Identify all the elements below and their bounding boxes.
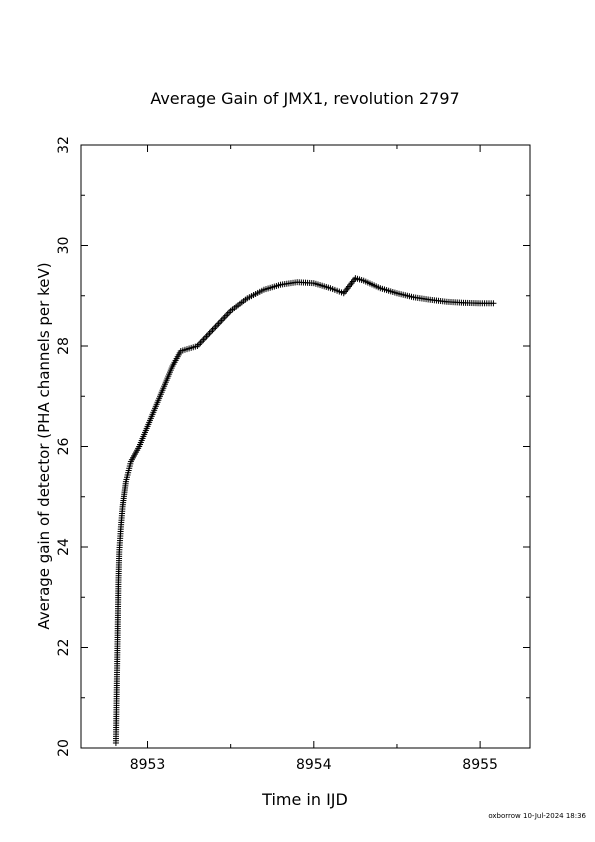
y-tick-label: 32 <box>56 136 72 154</box>
x-axis-label: Time in IJD <box>261 790 348 809</box>
data-point <box>220 315 227 322</box>
y-tick-label: 28 <box>56 337 72 355</box>
x-tick-label: 8954 <box>296 757 332 773</box>
data-point <box>212 323 219 330</box>
x-tick-label: 8955 <box>462 757 498 773</box>
chart-title: Average Gain of JMX1, revolution 2797 <box>150 89 459 108</box>
x-tick-label: 8953 <box>130 757 166 773</box>
data-point <box>201 335 208 342</box>
y-tick-label-group: 22 <box>56 639 72 657</box>
data-point <box>218 317 225 324</box>
data-point <box>221 314 228 321</box>
y-tick-label: 22 <box>56 639 72 657</box>
y-tick-label: 26 <box>56 438 72 456</box>
data-point <box>203 333 210 340</box>
y-tick-label: 24 <box>56 538 72 556</box>
y-tick-label-group: 32 <box>56 136 72 154</box>
axis-ticks <box>81 144 530 749</box>
data-point <box>200 336 207 343</box>
y-tick-label-group: 24 <box>56 538 72 556</box>
data-point <box>223 312 230 319</box>
data-point <box>490 300 497 307</box>
data-point <box>226 309 233 316</box>
data-point <box>217 319 224 326</box>
data-point <box>224 311 231 318</box>
data-point <box>197 339 204 346</box>
y-axis-label-group: Average gain of detector (PHA channels p… <box>35 262 53 629</box>
tick-labels: 20 22 24 26 28 30 32 8953 8954 8955 <box>56 136 498 773</box>
y-tick-label-group: 20 <box>56 739 72 757</box>
data-point <box>214 322 221 329</box>
data-point <box>198 338 205 345</box>
y-tick-label: 20 <box>56 739 72 757</box>
data-point <box>215 320 222 327</box>
plot-frame <box>80 144 531 749</box>
y-tick-label-group: 28 <box>56 337 72 355</box>
data-point <box>204 331 211 338</box>
data-points <box>112 275 497 746</box>
data-point <box>211 325 218 332</box>
data-point <box>208 328 215 335</box>
y-tick-label-group: 26 <box>56 438 72 456</box>
data-point <box>209 327 216 334</box>
y-tick-label-group: 30 <box>56 237 72 255</box>
y-axis-label: Average gain of detector (PHA channels p… <box>35 262 53 629</box>
timestamp-stamp: oxborrow 10-Jul-2024 18:36 <box>488 812 586 820</box>
y-tick-label: 30 <box>56 237 72 255</box>
data-point <box>206 330 213 337</box>
